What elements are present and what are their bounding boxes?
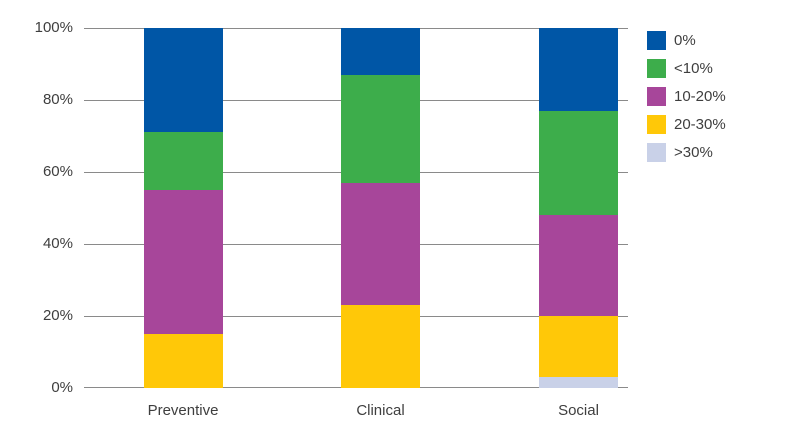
bar-segment-social-<10% (539, 110, 618, 216)
legend-item: 0% (647, 31, 726, 50)
bar-social (539, 28, 618, 388)
y-axis-tick-label: 60% (42, 163, 73, 180)
legend-swatch-icon (647, 87, 666, 106)
y-axis-tick-label: 20% (42, 307, 73, 324)
bar-segment-social-20-30% (539, 316, 618, 378)
bar-segment-social-10-20% (539, 215, 618, 316)
y-tickmark-0 (621, 387, 628, 388)
legend-swatch-icon (647, 115, 666, 134)
bar-segment-preventive-<10% (143, 132, 223, 190)
legend-swatch-icon (647, 59, 666, 78)
x-axis-category-label: Social (558, 402, 599, 419)
plot-area (84, 28, 628, 388)
bar-segment-clinical-0% (341, 28, 420, 75)
y-axis-tick-label: 40% (42, 235, 73, 252)
bar-segment-social-0% (539, 28, 618, 111)
legend-swatch-icon (647, 31, 666, 50)
x-axis-category-label: Preventive (147, 402, 219, 419)
y-tickmark-80 (621, 100, 628, 101)
legend-label: 10-20% (674, 88, 726, 105)
legend-item: 10-20% (647, 87, 726, 106)
y-axis-tick-label: 100% (34, 19, 73, 36)
y-tickmark-20 (621, 316, 628, 317)
bar-clinical (341, 28, 420, 388)
bar-preventive (143, 28, 223, 388)
bar-segment-clinical-<10% (341, 74, 420, 183)
legend: 0% <10% 10-20% 20-30% >30% (647, 31, 726, 171)
y-tickmark-60 (621, 172, 628, 173)
legend-swatch-icon (647, 143, 666, 162)
y-tickmark-40 (621, 244, 628, 245)
legend-label: 20-30% (674, 116, 726, 133)
y-axis: 0% 20% 40% 60% 80% 100% (0, 20, 73, 396)
bar-segment-clinical-20-30% (341, 305, 420, 388)
y-axis-tick-label: 0% (51, 379, 73, 396)
legend-item: >30% (647, 143, 726, 162)
bar-segment-social->30% (539, 377, 618, 388)
y-tickmark-100 (621, 28, 628, 29)
legend-label: <10% (674, 60, 713, 77)
x-axis-category-label: Clinical (356, 402, 405, 419)
bar-segment-clinical-10-20% (341, 182, 420, 306)
legend-label: 0% (674, 32, 696, 49)
bar-segment-preventive-0% (143, 28, 223, 133)
bar-segment-preventive-10-20% (143, 190, 223, 334)
x-axis: Preventive Clinical Social (84, 398, 621, 422)
legend-label: >30% (674, 144, 713, 161)
legend-item: <10% (647, 59, 726, 78)
legend-item: 20-30% (647, 115, 726, 134)
bar-segment-preventive-20-30% (143, 334, 223, 388)
y-axis-tick-label: 80% (42, 91, 73, 108)
